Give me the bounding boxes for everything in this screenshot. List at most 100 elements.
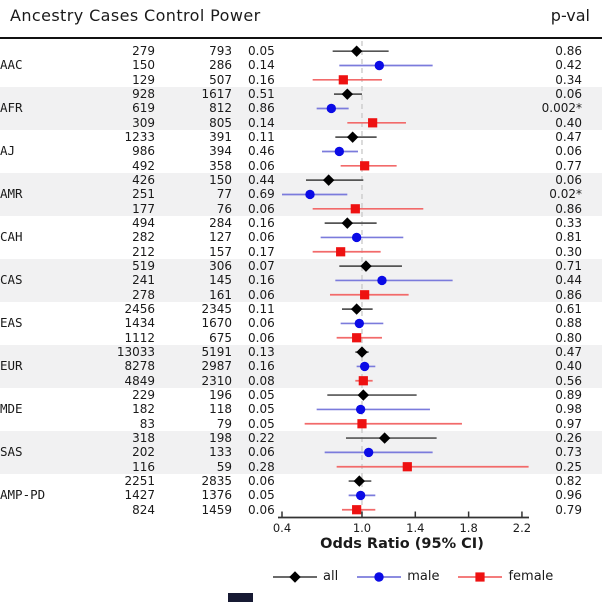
x-tick-label: 0.4: [273, 521, 291, 535]
legend-item-all: all: [272, 569, 338, 584]
cases-value: 824: [132, 502, 155, 517]
control-value: 150: [209, 172, 232, 187]
cases-value: 129: [132, 72, 155, 87]
power-value: 0.69: [248, 187, 275, 202]
pval-value: 0.30: [555, 244, 582, 259]
power-value: 0.06: [248, 445, 275, 460]
control-value: 79: [216, 416, 232, 431]
ancestry-label-amr: AMR: [0, 186, 23, 202]
control-value: 161: [209, 287, 232, 302]
control-value: 394: [209, 144, 232, 159]
power-value: 0.16: [248, 273, 275, 288]
cases-value: 241: [132, 273, 155, 288]
control-value: 133: [209, 445, 232, 460]
x-tick-label: 1.0: [353, 521, 371, 535]
pval-value: 0.96: [555, 488, 582, 503]
control-value: 76: [216, 201, 232, 216]
power-value: 0.06: [248, 201, 275, 216]
legend-label-male: male: [407, 569, 440, 584]
pval-value: 0.82: [555, 473, 582, 488]
circle-marker: [354, 318, 365, 329]
power-value: 0.28: [248, 459, 275, 474]
pval-value: 0.42: [555, 58, 582, 73]
control-value: 2987: [201, 359, 232, 374]
pval-value: 0.40: [555, 115, 582, 130]
circle-marker: [334, 146, 345, 157]
control-value: 77: [216, 187, 232, 202]
pval-value: 0.73: [555, 445, 582, 460]
cases-value: 2456: [124, 301, 155, 316]
legend-item-female: female: [457, 569, 553, 584]
control-value: 507: [209, 72, 232, 87]
header-divider: [0, 37, 602, 39]
bottom-dark-bar: [228, 593, 253, 602]
ancestry-label-sas: SAS: [0, 444, 23, 460]
power-value: 0.05: [248, 402, 275, 417]
pval-value: 0.02*: [549, 187, 582, 202]
power-value: 0.16: [248, 359, 275, 374]
square-marker: [352, 505, 362, 515]
control-value: 2835: [201, 473, 232, 488]
power-value: 0.06: [248, 158, 275, 173]
control-value: 5191: [201, 344, 232, 359]
cases-value: 986: [132, 144, 155, 159]
pval-column-header: p-val: [550, 6, 590, 25]
pval-value: 0.88: [555, 316, 582, 331]
cases-value: 519: [132, 258, 155, 273]
ancestry-label-eas: EAS: [0, 315, 23, 331]
pval-value: 0.40: [555, 359, 582, 374]
cases-value: 150: [132, 58, 155, 73]
power-value: 0.11: [248, 301, 275, 316]
cases-value: 8278: [124, 359, 155, 374]
control-value: 59: [216, 459, 232, 474]
pval-value: 0.81: [555, 230, 582, 245]
cases-value: 182: [132, 402, 155, 417]
cases-value: 1427: [124, 488, 155, 503]
circle-marker: [359, 361, 370, 372]
x-tick-label: 1.4: [406, 521, 424, 535]
power-value: 0.51: [248, 86, 275, 101]
cases-value: 279: [132, 44, 155, 58]
ancestry-label-cah: CAH: [0, 229, 23, 245]
pval-value: 0.47: [555, 129, 582, 144]
pval-value: 0.25: [555, 459, 582, 474]
power-value: 0.16: [248, 215, 275, 230]
square-marker: [360, 161, 370, 171]
control-value: 1376: [201, 488, 232, 503]
control-value: 127: [209, 230, 232, 245]
diamond-marker: [341, 217, 354, 229]
x-axis-label: Odds Ratio (95% CI): [320, 536, 484, 552]
square-marker: [368, 118, 378, 128]
diamond-marker: [357, 389, 370, 401]
power-value: 0.06: [248, 473, 275, 488]
square-marker: [358, 376, 368, 386]
ancestry-label-aac: AAC: [0, 57, 23, 73]
cases-value: 177: [132, 201, 155, 216]
pval-value: 0.002*: [541, 101, 582, 116]
cases-value: 1112: [124, 330, 155, 345]
pval-value: 0.47: [555, 344, 582, 359]
power-value: 0.16: [248, 72, 275, 87]
power-value: 0.06: [248, 502, 275, 517]
cases-value: 251: [132, 187, 155, 202]
control-value: 198: [209, 430, 232, 445]
power-value: 0.05: [248, 44, 275, 58]
square-marker: [402, 462, 412, 472]
circle-marker: [374, 571, 384, 582]
pval-value: 0.86: [555, 201, 582, 216]
cases-value: 212: [132, 244, 155, 259]
pval-value: 0.06: [555, 172, 582, 187]
circle-marker: [374, 60, 385, 71]
diamond-marker: [350, 45, 363, 57]
cases-value: 116: [132, 459, 155, 474]
cases-value: 928: [132, 86, 155, 101]
group-band-afr: [0, 86, 602, 130]
cases-value: 13033: [116, 344, 155, 359]
cases-value: 278: [132, 287, 155, 302]
control-value: 145: [209, 273, 232, 288]
cases-value: 4849: [124, 373, 155, 388]
diamond-marker: [346, 131, 359, 143]
square-marker: [360, 290, 370, 300]
pval-value: 0.06: [555, 86, 582, 101]
control-value: 805: [209, 115, 232, 130]
